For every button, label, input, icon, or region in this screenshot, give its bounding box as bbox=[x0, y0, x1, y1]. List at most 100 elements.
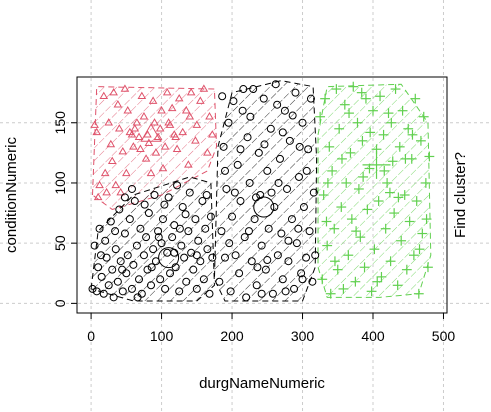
data-point bbox=[298, 275, 307, 284]
right-side-label: Find cluster? bbox=[452, 152, 469, 238]
data-point bbox=[331, 84, 342, 94]
data-point bbox=[106, 217, 115, 226]
data-point bbox=[139, 251, 148, 260]
data-point bbox=[196, 257, 205, 266]
data-point bbox=[111, 227, 120, 236]
y-tick-label: 150 bbox=[52, 111, 68, 135]
data-point bbox=[194, 236, 203, 245]
data-point bbox=[153, 132, 163, 140]
data-point bbox=[261, 265, 270, 274]
data-point bbox=[160, 200, 169, 209]
data-point bbox=[205, 289, 214, 298]
data-point bbox=[399, 190, 410, 200]
data-point bbox=[394, 141, 405, 152]
data-point bbox=[136, 224, 145, 233]
data-point bbox=[263, 166, 272, 175]
data-point bbox=[221, 253, 229, 262]
x-tick-label: 200 bbox=[220, 328, 244, 344]
data-point bbox=[321, 216, 332, 227]
data-point bbox=[130, 197, 139, 206]
data-point bbox=[140, 200, 149, 209]
data-point bbox=[104, 281, 113, 290]
data-point bbox=[199, 84, 209, 92]
data-point bbox=[225, 239, 234, 248]
data-point bbox=[400, 153, 411, 164]
data-point bbox=[123, 251, 132, 260]
data-point bbox=[332, 264, 343, 275]
data-point bbox=[162, 87, 172, 96]
data-point bbox=[101, 236, 110, 245]
data-point bbox=[154, 233, 163, 242]
data-point bbox=[236, 145, 245, 154]
data-point bbox=[192, 251, 201, 260]
data-point bbox=[369, 244, 380, 255]
data-point bbox=[352, 117, 363, 128]
data-point bbox=[92, 127, 102, 136]
data-point bbox=[277, 229, 286, 238]
data-point bbox=[93, 192, 103, 201]
data-point bbox=[198, 197, 207, 206]
data-point bbox=[127, 130, 137, 138]
data-point bbox=[174, 93, 184, 102]
data-point bbox=[424, 151, 435, 162]
data-point bbox=[418, 111, 429, 122]
data-point bbox=[173, 181, 182, 190]
data-point bbox=[222, 184, 231, 193]
data-point bbox=[229, 97, 238, 106]
data-point bbox=[192, 284, 201, 293]
data-point bbox=[191, 136, 200, 144]
data-point bbox=[320, 93, 330, 104]
data-point bbox=[345, 147, 356, 158]
data-point bbox=[133, 293, 142, 302]
data-point bbox=[329, 223, 340, 234]
data-point bbox=[407, 129, 418, 140]
data-point bbox=[180, 253, 189, 262]
data-point bbox=[267, 188, 276, 197]
data-point bbox=[266, 124, 275, 133]
data-point bbox=[413, 288, 424, 299]
data-point bbox=[218, 92, 227, 101]
data-point bbox=[99, 91, 109, 100]
data-point bbox=[146, 168, 156, 177]
data-point bbox=[172, 144, 182, 153]
data-point bbox=[252, 281, 261, 290]
data-point bbox=[361, 93, 371, 104]
data-point bbox=[284, 236, 293, 245]
data-point bbox=[99, 289, 108, 298]
data-point bbox=[156, 275, 165, 284]
data-point bbox=[280, 106, 289, 115]
data-point bbox=[127, 284, 136, 293]
data-point bbox=[134, 132, 144, 140]
data-point bbox=[327, 166, 338, 176]
data-point bbox=[401, 264, 412, 275]
data-point bbox=[132, 241, 141, 250]
data-point bbox=[393, 192, 404, 203]
data-point bbox=[243, 133, 252, 142]
data-point bbox=[373, 196, 384, 206]
data-point bbox=[295, 142, 304, 151]
data-points bbox=[88, 80, 435, 302]
data-point bbox=[90, 241, 99, 250]
data-point bbox=[330, 256, 340, 267]
data-point bbox=[417, 228, 428, 239]
data-point bbox=[107, 156, 117, 165]
data-point bbox=[158, 163, 168, 172]
x-tick-label: 500 bbox=[432, 328, 456, 344]
data-point bbox=[177, 241, 186, 250]
data-point bbox=[372, 276, 383, 287]
data-point bbox=[137, 91, 147, 100]
data-point bbox=[411, 196, 422, 206]
data-point bbox=[416, 135, 426, 146]
data-point bbox=[385, 256, 396, 267]
data-point bbox=[181, 106, 191, 114]
data-point bbox=[297, 269, 306, 278]
data-point bbox=[325, 288, 336, 299]
x-axis-title: durgNameNumeric bbox=[199, 375, 325, 392]
data-point bbox=[334, 123, 345, 134]
data-point bbox=[287, 215, 296, 224]
data-point bbox=[113, 100, 123, 108]
data-point bbox=[207, 130, 217, 138]
data-point bbox=[113, 277, 122, 286]
data-point bbox=[160, 142, 170, 150]
y-tick-label: 0 bbox=[52, 299, 68, 307]
